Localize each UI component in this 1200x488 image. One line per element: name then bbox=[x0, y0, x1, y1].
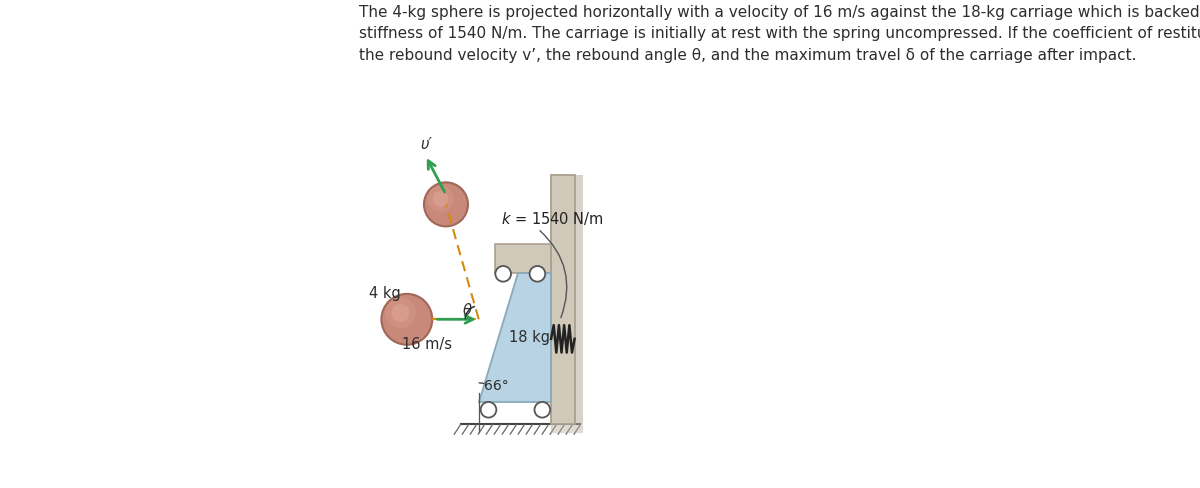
FancyBboxPatch shape bbox=[575, 176, 583, 425]
Circle shape bbox=[534, 402, 550, 418]
Text: 16 m/s: 16 m/s bbox=[402, 337, 452, 351]
Bar bbox=[551, 176, 575, 425]
FancyBboxPatch shape bbox=[551, 425, 583, 433]
Circle shape bbox=[424, 183, 468, 227]
Circle shape bbox=[427, 186, 454, 213]
Circle shape bbox=[391, 305, 409, 322]
Circle shape bbox=[529, 266, 545, 282]
Text: 18 kg: 18 kg bbox=[509, 329, 550, 344]
Polygon shape bbox=[479, 273, 551, 403]
Circle shape bbox=[385, 298, 415, 328]
Text: 4 kg: 4 kg bbox=[370, 285, 401, 300]
Circle shape bbox=[481, 402, 497, 418]
Text: $k$ = 1540 N/m: $k$ = 1540 N/m bbox=[502, 210, 604, 227]
Circle shape bbox=[382, 294, 432, 345]
Circle shape bbox=[496, 266, 511, 282]
Text: The 4-kg sphere is projected horizontally with a velocity of 16 m/s against the : The 4-kg sphere is projected horizontall… bbox=[360, 5, 1200, 63]
Text: υ′: υ′ bbox=[420, 136, 432, 151]
Circle shape bbox=[433, 192, 448, 207]
Text: θ: θ bbox=[462, 303, 472, 317]
Text: 66°: 66° bbox=[484, 378, 509, 392]
Bar bbox=[494, 244, 551, 273]
